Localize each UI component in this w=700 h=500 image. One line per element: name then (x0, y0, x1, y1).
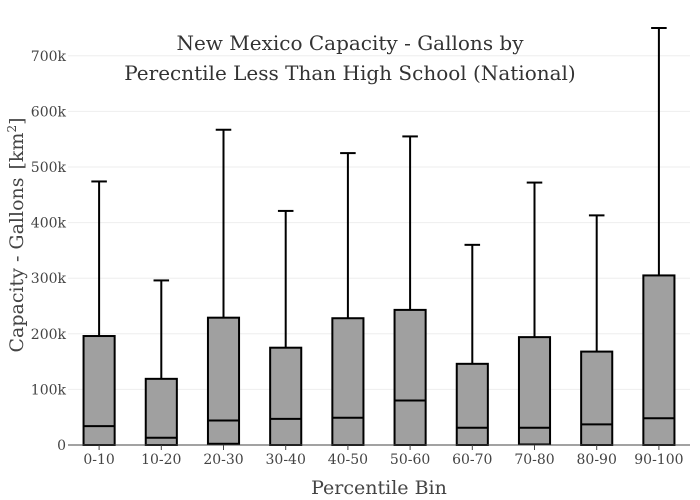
box-30-40 (269, 209, 303, 447)
box-90-100 (642, 27, 676, 447)
box-70-80 (517, 181, 552, 446)
x-axis-title: Percentile Bin (311, 477, 447, 499)
box-10-20 (144, 279, 178, 446)
x-tick-label: 60-70 (452, 452, 492, 468)
iqr-box (393, 308, 427, 446)
y-axis-title: Capacity - Gallons [km2] (5, 117, 28, 352)
y-tick-label: 500k (31, 160, 67, 176)
x-tick-label: 20-30 (203, 452, 243, 468)
iqr-box (642, 274, 676, 447)
x-tick-label: 0-10 (83, 452, 114, 468)
y-tick-label: 400k (31, 216, 67, 232)
y-tick-label: 100k (31, 382, 67, 398)
y-axis-title-main: Capacity - Gallons (6, 177, 28, 352)
x-tick-label: 30-40 (266, 452, 306, 468)
y-tick-label: 0 (57, 438, 66, 454)
iqr-box (517, 336, 552, 446)
y-tick-label: 300k (31, 271, 67, 287)
x-tick-label: 90-100 (634, 452, 683, 468)
y-axis-title-unit-superscript: 2 (5, 125, 19, 133)
chart-title-line-2: Perecntile Less Than High School (Nation… (124, 61, 575, 85)
iqr-box (455, 362, 489, 447)
chart-title-line-1: New Mexico Capacity - Gallons by (176, 31, 524, 55)
box-40-50 (331, 152, 365, 446)
y-tick-labels: 0 100k 200k 300k 400k 500k 600k 700k (31, 49, 67, 454)
x-tick-label: 80-90 (577, 452, 617, 468)
iqr-box (331, 317, 365, 446)
x-tick-label: 50-60 (390, 452, 430, 468)
x-tick-label: 10-20 (141, 452, 181, 468)
x-tick-label: 40-50 (328, 452, 368, 468)
iqr-box (82, 335, 116, 446)
y-tick-label: 200k (31, 327, 67, 343)
gridlines (68, 55, 690, 390)
y-tick-label: 700k (31, 49, 67, 65)
x-tick-labels: 0-10 10-20 20-30 30-40 40-50 50-60 60-70 70-80 8… (83, 445, 684, 468)
iqr-box (144, 377, 178, 446)
x-tick-label: 70-80 (514, 452, 554, 468)
y-axis-title-unit: [km (6, 133, 28, 170)
box-series (82, 27, 676, 447)
iqr-box (580, 350, 614, 447)
box-0-10 (82, 180, 116, 446)
iqr-box (269, 346, 303, 447)
box-20-30 (206, 128, 241, 445)
box-80-90 (580, 214, 614, 447)
box-60-70 (455, 243, 489, 447)
y-tick-label: 600k (31, 104, 67, 120)
iqr-box (206, 316, 241, 445)
box-50-60 (393, 135, 427, 446)
y-axis-title-unit-close: ] (6, 117, 28, 124)
